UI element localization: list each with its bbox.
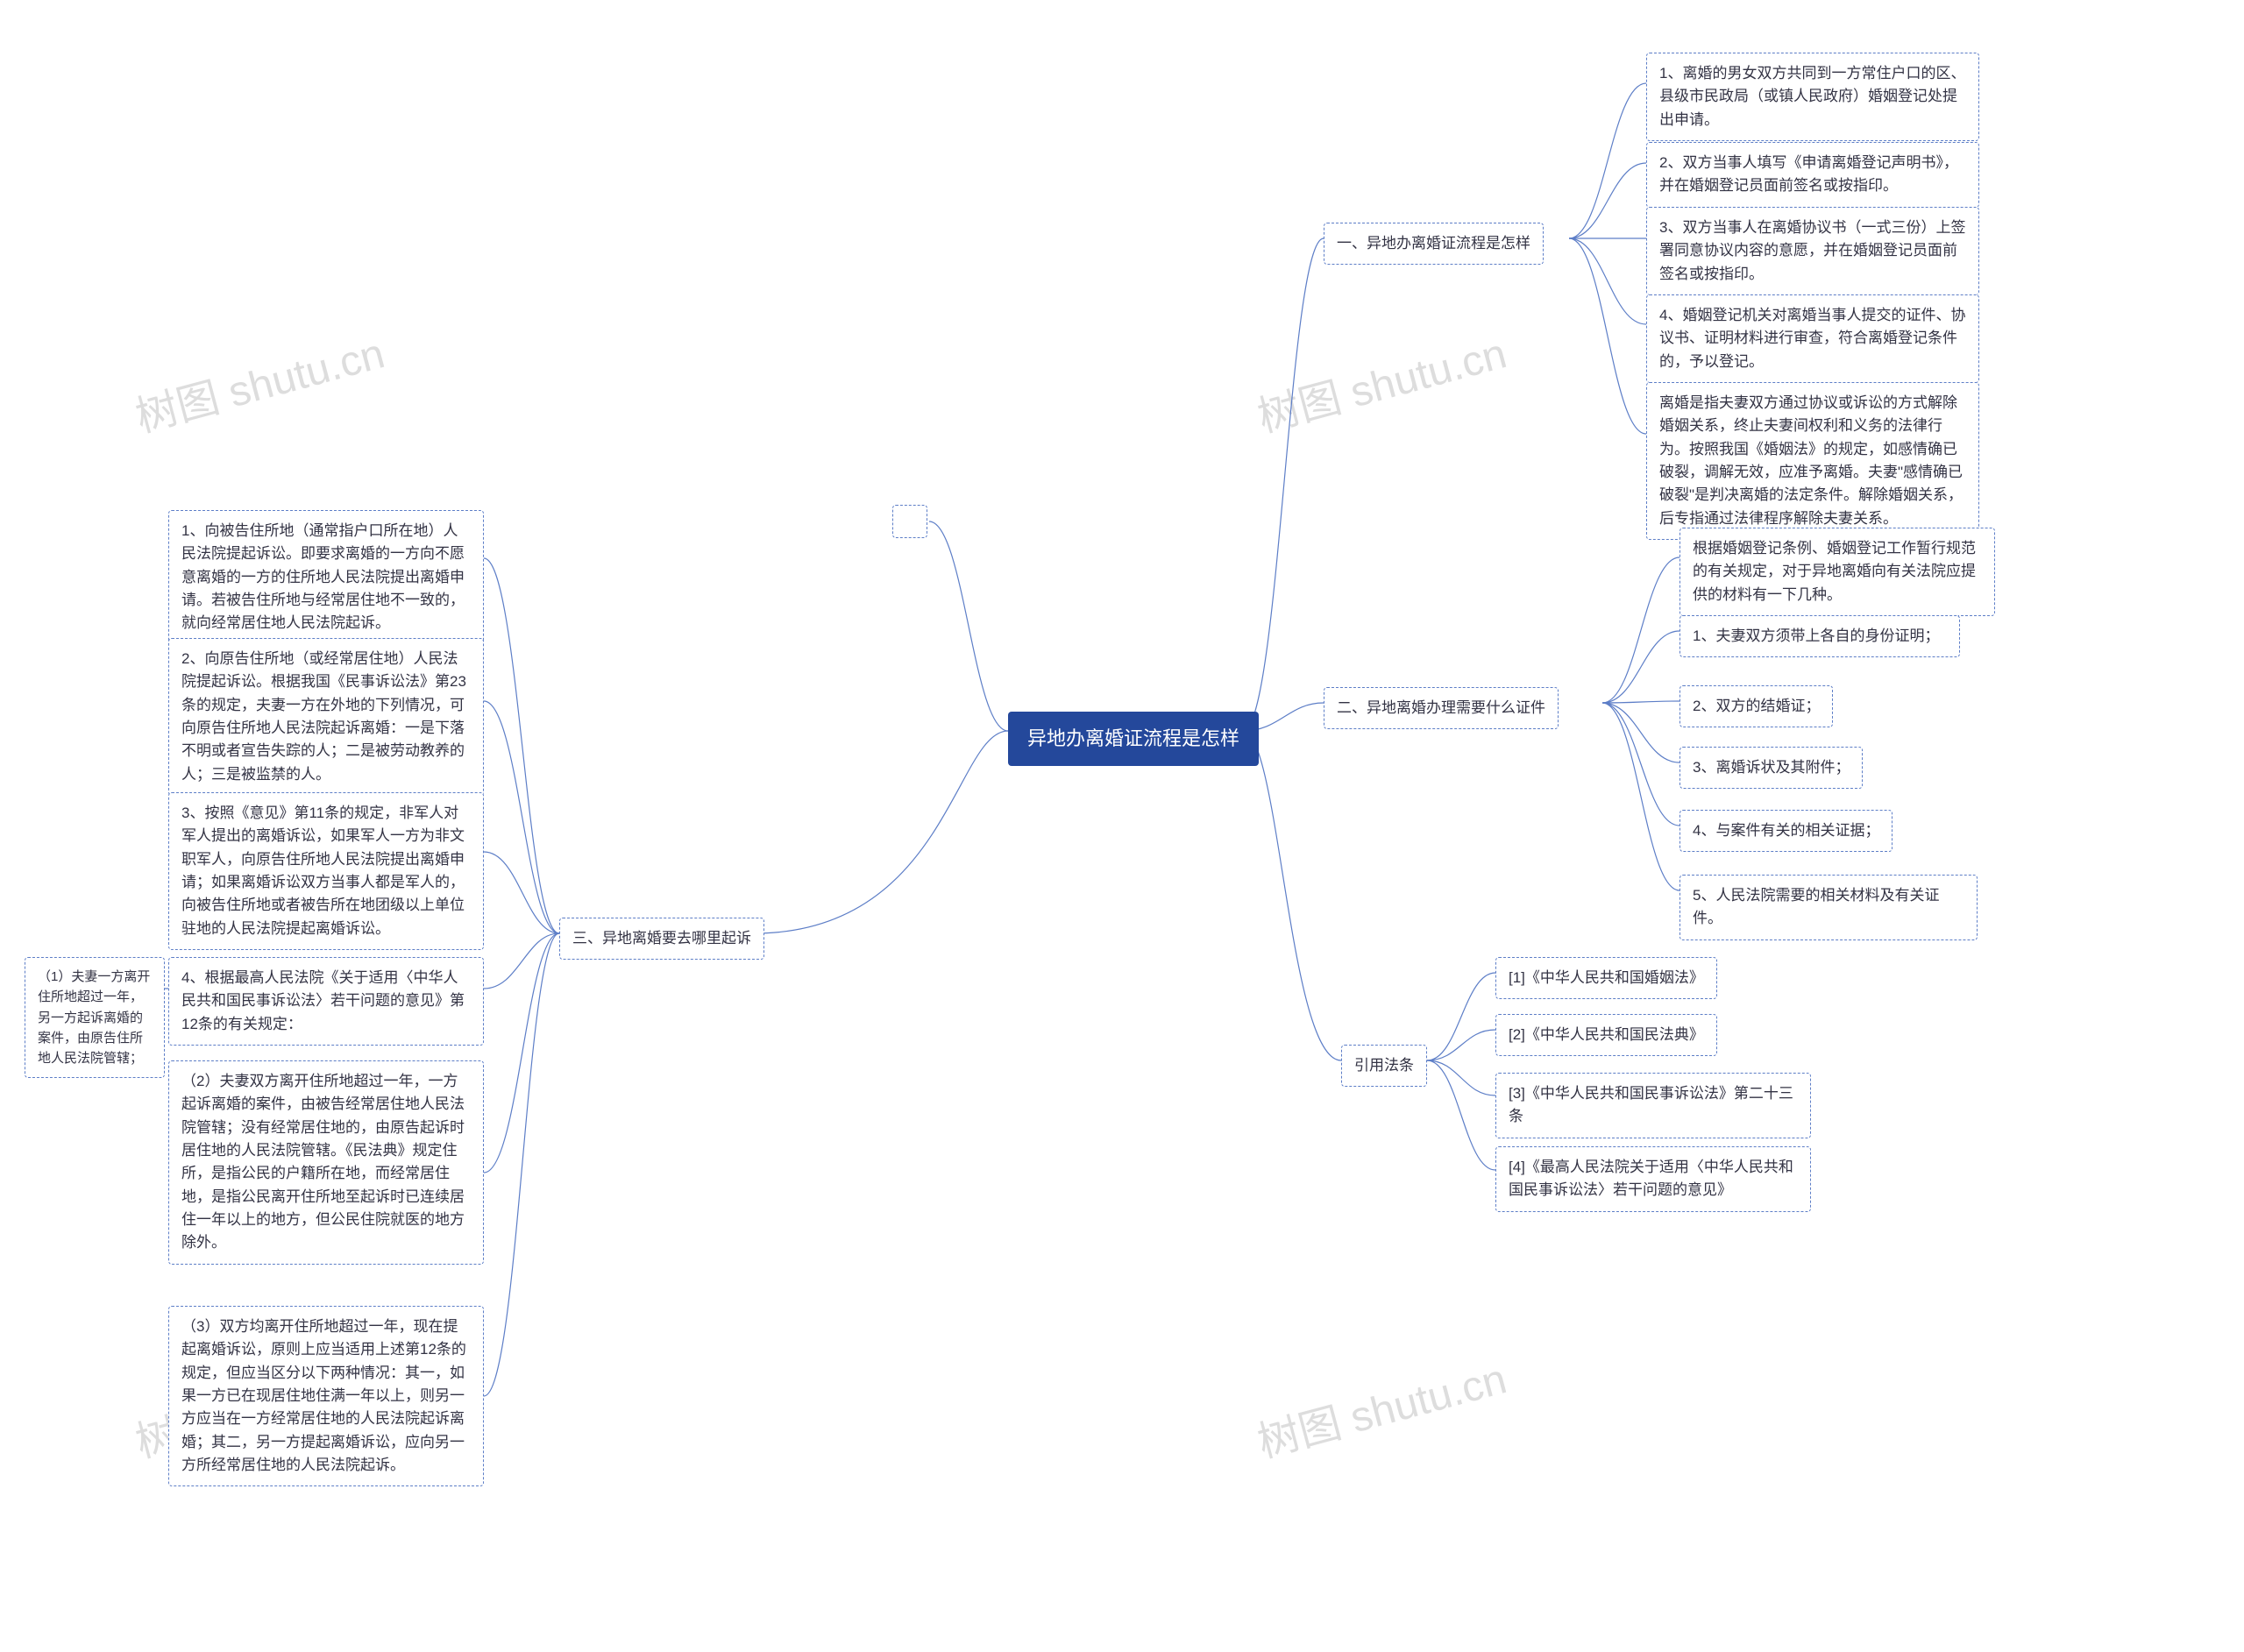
- empty-node: [892, 505, 927, 538]
- branch-2-child-4: 4、与案件有关的相关证据；: [1679, 810, 1892, 852]
- branch-2[interactable]: 二、异地离婚办理需要什么证件: [1324, 687, 1559, 729]
- branch-1-child-5: 离婚是指夫妻双方通过协议或诉讼的方式解除婚姻关系，终止夫妻间权利和义务的法律行为…: [1646, 382, 1979, 540]
- branch-2-child-1: 1、夫妻双方须带上各自的身份证明；: [1679, 615, 1960, 657]
- branch-1-child-1: 1、离婚的男女双方共同到一方常住户口的区、县级市民政局（或镇人民政府）婚姻登记处…: [1646, 53, 1979, 141]
- branch-1-child-2: 2、双方当事人填写《申请离婚登记声明书》，并在婚姻登记员面前签名或按指印。: [1646, 142, 1979, 208]
- branch-3-child-4: 4、根据最高人民法院《关于适用〈中华人民共和国民事诉讼法〉若干问题的意见》第12…: [168, 957, 484, 1046]
- branch-2-child-3: 3、离婚诉状及其附件；: [1679, 747, 1863, 789]
- ref-1: [1]《中华人民共和国婚姻法》: [1495, 957, 1717, 999]
- branch-3-child-2: 2、向原告住所地（或经常居住地）人民法院提起诉讼。根据我国《民事诉讼法》第23条…: [168, 638, 484, 796]
- branch-3-child-3: 3、按照《意见》第11条的规定，非军人对军人提出的离婚诉讼，如果军人一方为非文职…: [168, 792, 484, 950]
- branch-3[interactable]: 三、异地离婚要去哪里起诉: [559, 918, 764, 960]
- branch-2-child-5: 5、人民法院需要的相关材料及有关证件。: [1679, 875, 1978, 940]
- branch-3-grandchild-1: （1）夫妻一方离开住所地超过一年，另一方起诉离婚的案件，由原告住所地人民法院管辖…: [25, 957, 165, 1078]
- branch-1[interactable]: 一、异地办离婚证流程是怎样: [1324, 223, 1544, 265]
- ref-3: [3]《中华人民共和国民事诉讼法》第二十三条: [1495, 1073, 1811, 1138]
- root-node[interactable]: 异地办离婚证流程是怎样: [1008, 712, 1259, 766]
- branch-3-grandchild-2: （2）夫妻双方离开住所地超过一年，一方起诉离婚的案件，由被告经常居住地人民法院管…: [168, 1060, 484, 1265]
- branch-2-child-2: 2、双方的结婚证；: [1679, 685, 1833, 727]
- branch-1-child-4: 4、婚姻登记机关对离婚当事人提交的证件、协议书、证明材料进行审查，符合离婚登记条…: [1646, 294, 1979, 383]
- ref-2: [2]《中华人民共和国民法典》: [1495, 1014, 1717, 1056]
- ref-4: [4]《最高人民法院关于适用〈中华人民共和国民事诉讼法〉若干问题的意见》: [1495, 1146, 1811, 1212]
- mindmap-diagram: 异地办离婚证流程是怎样 一、异地办离婚证流程是怎样 1、离婚的男女双方共同到一方…: [0, 0, 2244, 1652]
- branch-1-child-3: 3、双方当事人在离婚协议书（一式三份）上签署同意协议内容的意愿，并在婚姻登记员面…: [1646, 207, 1979, 295]
- branch-3-child-1: 1、向被告住所地（通常指户口所在地）人民法院提起诉讼。即要求离婚的一方向不愿意离…: [168, 510, 484, 645]
- branch-refs[interactable]: 引用法条: [1341, 1045, 1427, 1087]
- branch-3-grandchild-3: （3）双方均离开住所地超过一年，现在提起离婚诉讼，原则上应当适用上述第12条的规…: [168, 1306, 484, 1486]
- branch-2-child-0: 根据婚姻登记条例、婚姻登记工作暂行规范的有关规定，对于异地离婚向有关法院应提供的…: [1679, 528, 1995, 616]
